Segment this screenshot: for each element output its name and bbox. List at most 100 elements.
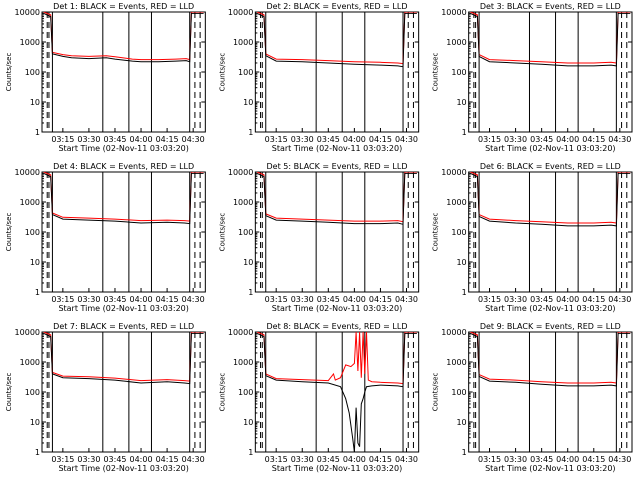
y-tick-label: 100 — [451, 228, 466, 237]
y-tick-label: 1 — [248, 288, 253, 297]
plot-frame — [468, 331, 633, 453]
y-tick-label: 1 — [248, 128, 253, 137]
y-axis-label: Counts/sec — [5, 213, 13, 252]
plot-title: Det 6: BLACK = Events, RED = LLD — [480, 162, 621, 171]
y-tick-label: 10000 — [228, 8, 253, 17]
y-tick-label: 1000 — [233, 358, 253, 367]
y-tick-label: 10 — [30, 418, 40, 427]
x-tick-label: 03:15 — [51, 295, 74, 304]
y-tick-label: 100 — [25, 388, 40, 397]
series-line-lld — [43, 332, 204, 382]
x-tick-label: 04:30 — [182, 295, 205, 304]
x-tick-label: 03:45 — [103, 135, 126, 144]
x-tick-label: 04:30 — [182, 135, 205, 144]
series-line-events — [43, 172, 204, 225]
x-tick-label: 04:00 — [130, 135, 153, 144]
plot-title: Det 2: BLACK = Events, RED = LLD — [267, 2, 408, 11]
plot-frame — [254, 11, 420, 133]
x-tick-label: 03:30 — [77, 135, 100, 144]
plot-title: Det 3: BLACK = Events, RED = LLD — [480, 2, 621, 11]
x-tick-label: 03:15 — [265, 455, 288, 464]
y-tick-label: 10 — [243, 98, 253, 107]
y-tick-label: 100 — [238, 68, 253, 77]
y-tick-label: 1000 — [446, 38, 466, 47]
x-tick-label: 03:45 — [317, 455, 340, 464]
y-tick-label: 10 — [243, 258, 253, 267]
x-tick-label: 03:45 — [530, 455, 553, 464]
plot-title: Det 7: BLACK = Events, RED = LLD — [53, 322, 194, 331]
x-tick-label: 04:15 — [582, 135, 605, 144]
y-tick-label: 1 — [462, 128, 467, 137]
plot-frame — [468, 171, 633, 293]
x-tick-label: 03:45 — [103, 455, 126, 464]
series-line-events — [43, 12, 204, 63]
y-tick-label: 1 — [35, 288, 40, 297]
y-axis-label: Counts/sec — [218, 53, 226, 92]
x-tick-label: 03:45 — [317, 295, 340, 304]
detector-plot-1: Det 1: BLACK = Events, RED = LLD 1 10 100 10… — [5, 2, 206, 153]
series-line-events — [256, 332, 417, 452]
y-tick-label: 1000 — [233, 198, 253, 207]
x-tick-label: 03:30 — [77, 295, 100, 304]
y-tick-label: 10 — [456, 98, 466, 107]
y-tick-label: 100 — [451, 388, 466, 397]
x-axis-label: Start Time (02-Nov-11 03:03:20) — [272, 304, 402, 313]
y-tick-label: 1000 — [233, 38, 253, 47]
x-tick-label: 04:30 — [395, 455, 418, 464]
series-line-events — [470, 332, 631, 387]
y-tick-label: 10 — [30, 98, 40, 107]
plot-title: Det 1: BLACK = Events, RED = LLD — [53, 2, 194, 11]
y-tick-label: 1000 — [446, 198, 466, 207]
x-tick-label: 04:30 — [395, 135, 418, 144]
x-axis-label: Start Time (02-Nov-11 03:03:20) — [485, 304, 615, 313]
x-tick-label: 03:30 — [504, 135, 527, 144]
y-axis-label: Counts/sec — [432, 373, 440, 412]
x-tick-label: 03:15 — [265, 135, 288, 144]
detector-plot-2: Det 2: BLACK = Events, RED = LLD 1 10 100 10… — [218, 2, 420, 153]
plot-title: Det 4: BLACK = Events, RED = LLD — [53, 162, 194, 171]
x-axis-label: Start Time (02-Nov-11 03:03:20) — [58, 304, 188, 313]
y-tick-label: 1 — [35, 128, 40, 137]
y-tick-label: 10000 — [15, 328, 40, 337]
x-tick-label: 03:45 — [530, 295, 553, 304]
x-tick-label: 03:15 — [51, 455, 74, 464]
x-tick-label: 04:15 — [369, 135, 392, 144]
y-tick-label: 10 — [456, 418, 466, 427]
x-tick-label: 03:30 — [291, 455, 314, 464]
y-axis-label: Counts/sec — [5, 53, 13, 92]
plot-frame — [254, 331, 420, 453]
y-tick-label: 1000 — [446, 358, 466, 367]
plot-frame — [41, 11, 206, 133]
x-tick-label: 04:15 — [369, 295, 392, 304]
x-tick-label: 03:15 — [478, 455, 501, 464]
series-line-events — [470, 172, 631, 227]
x-tick-label: 04:00 — [556, 295, 579, 304]
x-axis-label: Start Time (02-Nov-11 03:03:20) — [485, 144, 615, 153]
x-tick-label: 04:15 — [369, 455, 392, 464]
plot-frame — [41, 331, 206, 453]
x-tick-label: 04:30 — [395, 295, 418, 304]
x-axis-label: Start Time (02-Nov-11 03:03:20) — [58, 464, 188, 473]
series-line-lld — [43, 12, 204, 61]
y-tick-label: 10000 — [441, 8, 466, 17]
y-tick-label: 100 — [238, 388, 253, 397]
x-axis-label: Start Time (02-Nov-11 03:03:20) — [58, 144, 188, 153]
x-tick-label: 04:00 — [343, 455, 366, 464]
x-tick-label: 03:15 — [51, 135, 74, 144]
y-tick-label: 100 — [25, 228, 40, 237]
y-tick-label: 1 — [35, 448, 40, 457]
y-tick-label: 1 — [248, 448, 253, 457]
x-tick-label: 04:15 — [582, 295, 605, 304]
x-tick-label: 04:30 — [182, 455, 205, 464]
series-line-lld — [43, 172, 204, 222]
y-axis-label: Counts/sec — [432, 213, 440, 252]
x-tick-label: 04:30 — [608, 295, 631, 304]
y-tick-label: 100 — [451, 68, 466, 77]
series-line-lld — [470, 12, 631, 64]
y-tick-label: 10000 — [228, 328, 253, 337]
plot-title: Det 8: BLACK = Events, RED = LLD — [267, 322, 408, 331]
plot-frame — [254, 171, 420, 293]
series-line-events — [43, 332, 204, 385]
